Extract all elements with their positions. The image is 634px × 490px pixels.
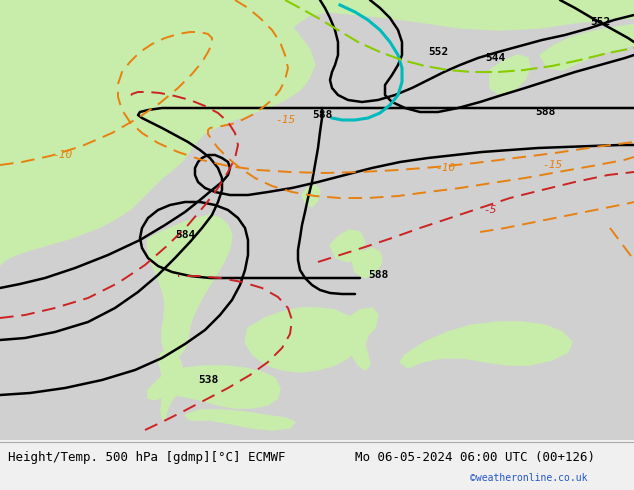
Polygon shape — [345, 308, 378, 370]
Text: 552: 552 — [590, 17, 610, 27]
Text: -10: -10 — [52, 150, 72, 160]
Polygon shape — [158, 352, 183, 420]
Polygon shape — [302, 185, 320, 207]
Polygon shape — [400, 322, 572, 368]
Text: -15: -15 — [275, 115, 295, 125]
Text: ©weatheronline.co.uk: ©weatheronline.co.uk — [470, 473, 588, 483]
Polygon shape — [490, 55, 530, 95]
Text: Mo 06-05-2024 06:00 UTC (00+126): Mo 06-05-2024 06:00 UTC (00+126) — [355, 450, 595, 464]
Text: 538: 538 — [198, 375, 218, 385]
Polygon shape — [147, 215, 232, 360]
Text: -15: -15 — [542, 160, 562, 170]
Text: 588: 588 — [535, 107, 555, 117]
Text: 544: 544 — [485, 53, 505, 63]
Polygon shape — [0, 0, 315, 265]
Text: 552: 552 — [428, 47, 448, 57]
Polygon shape — [0, 0, 634, 230]
Polygon shape — [540, 25, 634, 70]
Polygon shape — [148, 366, 280, 408]
Text: Height/Temp. 500 hPa [gdmp][°C] ECMWF: Height/Temp. 500 hPa [gdmp][°C] ECMWF — [8, 450, 285, 464]
Text: 584: 584 — [175, 230, 195, 240]
Polygon shape — [352, 248, 382, 278]
Text: -10: -10 — [435, 163, 455, 173]
Polygon shape — [185, 410, 295, 430]
Text: 588: 588 — [312, 110, 332, 120]
Polygon shape — [330, 230, 365, 262]
Text: -5: -5 — [483, 205, 497, 215]
Text: 588: 588 — [368, 270, 388, 280]
Polygon shape — [245, 308, 362, 372]
